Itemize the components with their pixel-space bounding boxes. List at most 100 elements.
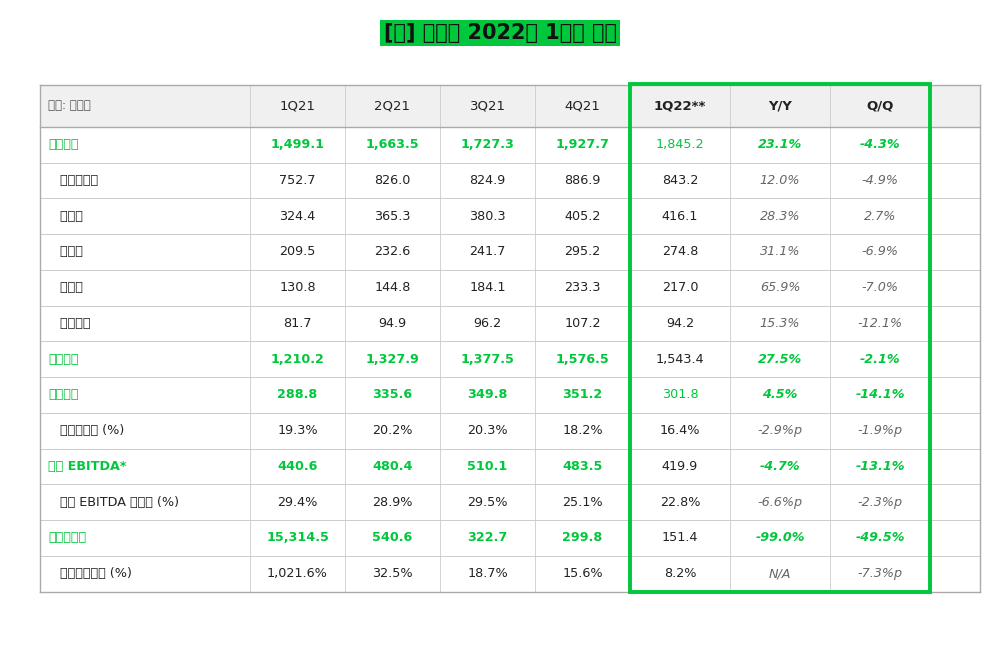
Text: [표] 네이버 2022년 1분기 실적: [표] 네이버 2022년 1분기 실적 [384, 23, 616, 43]
Text: 416.1: 416.1 [662, 210, 698, 223]
Text: 151.4: 151.4 [662, 532, 698, 545]
Text: 826.0: 826.0 [374, 174, 411, 187]
Text: 94.9: 94.9 [378, 317, 407, 330]
Text: 184.1: 184.1 [469, 281, 506, 294]
Text: 1,210.2: 1,210.2 [271, 353, 324, 366]
Bar [40, 556, 980, 592]
Text: -2.3%p: -2.3%p [857, 496, 903, 509]
Text: Q/Q: Q/Q [866, 99, 894, 112]
Text: 당기순이익: 당기순이익 [48, 532, 86, 545]
Text: 29.4%: 29.4% [277, 496, 318, 509]
Text: 1Q22**: 1Q22** [654, 99, 706, 112]
Text: 419.9: 419.9 [662, 460, 698, 473]
Bar [40, 448, 980, 484]
Bar [40, 127, 980, 162]
Text: 조정 EBITDA*: 조정 EBITDA* [48, 460, 126, 473]
Text: 480.4: 480.4 [372, 460, 413, 473]
Text: 209.5: 209.5 [279, 246, 316, 259]
Text: 단위: 십억원: 단위: 십억원 [48, 99, 91, 112]
Text: -4.9%: -4.9% [861, 174, 898, 187]
Text: 1,499.1: 1,499.1 [270, 138, 324, 151]
Text: 1,377.5: 1,377.5 [461, 353, 514, 366]
Text: 20.3%: 20.3% [467, 424, 508, 437]
Text: 8.2%: 8.2% [664, 567, 696, 580]
Text: 18.7%: 18.7% [467, 567, 508, 580]
Text: 233.3: 233.3 [564, 281, 601, 294]
Bar [40, 484, 980, 520]
Text: 4.5%: 4.5% [762, 389, 798, 402]
Text: 65.9%: 65.9% [760, 281, 800, 294]
Text: 23.1%: 23.1% [758, 138, 802, 151]
Text: 752.7: 752.7 [279, 174, 316, 187]
Text: -99.0%: -99.0% [755, 532, 805, 545]
Text: 20.2%: 20.2% [372, 424, 413, 437]
Bar [40, 234, 980, 270]
Text: -2.1%: -2.1% [860, 353, 900, 366]
Text: 824.9: 824.9 [469, 174, 506, 187]
Text: 301.8: 301.8 [662, 389, 698, 402]
Text: 96.2: 96.2 [473, 317, 502, 330]
Text: 25.1%: 25.1% [562, 496, 603, 509]
Text: 380.3: 380.3 [469, 210, 506, 223]
Text: 1,021.6%: 1,021.6% [267, 567, 328, 580]
Text: 288.8: 288.8 [277, 389, 318, 402]
Text: -1.9%p: -1.9%p [857, 424, 903, 437]
Text: 1,327.9: 1,327.9 [366, 353, 419, 366]
Text: 349.8: 349.8 [467, 389, 508, 402]
Text: 886.9: 886.9 [564, 174, 601, 187]
Bar [40, 413, 980, 448]
Bar [40, 270, 980, 306]
Text: 클라우드: 클라우드 [48, 317, 90, 330]
Text: 3Q21: 3Q21 [470, 99, 505, 112]
Bar [40, 520, 980, 556]
Text: -4.3%: -4.3% [860, 138, 900, 151]
Text: 405.2: 405.2 [564, 210, 601, 223]
Text: 440.6: 440.6 [277, 460, 318, 473]
Text: 조정 EBITDA 이익률 (%): 조정 EBITDA 이익률 (%) [48, 496, 179, 509]
Text: 콘텐츠: 콘텐츠 [48, 281, 83, 294]
Text: -6.6%p: -6.6%p [757, 496, 803, 509]
Text: 2Q21: 2Q21 [374, 99, 410, 112]
Text: -7.3%p: -7.3%p [857, 567, 903, 580]
Text: 94.2: 94.2 [666, 317, 694, 330]
Text: 1,543.4: 1,543.4 [656, 353, 704, 366]
Text: -6.9%: -6.9% [861, 246, 898, 259]
Text: 15.6%: 15.6% [562, 567, 603, 580]
Text: 351.2: 351.2 [562, 389, 603, 402]
Text: 217.0: 217.0 [662, 281, 698, 294]
Text: -13.1%: -13.1% [855, 460, 905, 473]
Text: 28.3%: 28.3% [760, 210, 800, 223]
Text: 843.2: 843.2 [662, 174, 698, 187]
Text: 365.3: 365.3 [374, 210, 411, 223]
Bar [40, 84, 980, 127]
Text: 22.8%: 22.8% [660, 496, 700, 509]
Text: 28.9%: 28.9% [372, 496, 413, 509]
Text: 483.5: 483.5 [562, 460, 603, 473]
Text: 2.7%: 2.7% [864, 210, 896, 223]
Text: -14.1%: -14.1% [855, 389, 905, 402]
Text: 15,314.5: 15,314.5 [266, 532, 329, 545]
Text: 1Q21: 1Q21 [280, 99, 316, 112]
Text: 31.1%: 31.1% [760, 246, 800, 259]
Text: 영업수익: 영업수익 [48, 138, 78, 151]
Bar [40, 198, 980, 234]
Bar [40, 341, 980, 377]
Text: 1,663.5: 1,663.5 [366, 138, 419, 151]
Text: -2.9%p: -2.9%p [757, 424, 803, 437]
Text: 서치플랫폼: 서치플랫폼 [48, 174, 98, 187]
Text: 15.3%: 15.3% [760, 317, 800, 330]
Text: 1,845.2: 1,845.2 [656, 138, 704, 151]
Bar [40, 162, 980, 198]
Text: 당기순이익률 (%): 당기순이익률 (%) [48, 567, 132, 580]
Text: 영업이익: 영업이익 [48, 389, 78, 402]
Text: 241.7: 241.7 [469, 246, 506, 259]
Text: -4.7%: -4.7% [760, 460, 800, 473]
Text: 1,727.3: 1,727.3 [461, 138, 514, 151]
Text: 18.2%: 18.2% [562, 424, 603, 437]
Text: Y/Y: Y/Y [768, 99, 792, 112]
Bar [40, 377, 980, 413]
Text: -12.1%: -12.1% [857, 317, 903, 330]
Text: 81.7: 81.7 [283, 317, 312, 330]
Text: 1,927.7: 1,927.7 [556, 138, 609, 151]
Text: 12.0%: 12.0% [760, 174, 800, 187]
